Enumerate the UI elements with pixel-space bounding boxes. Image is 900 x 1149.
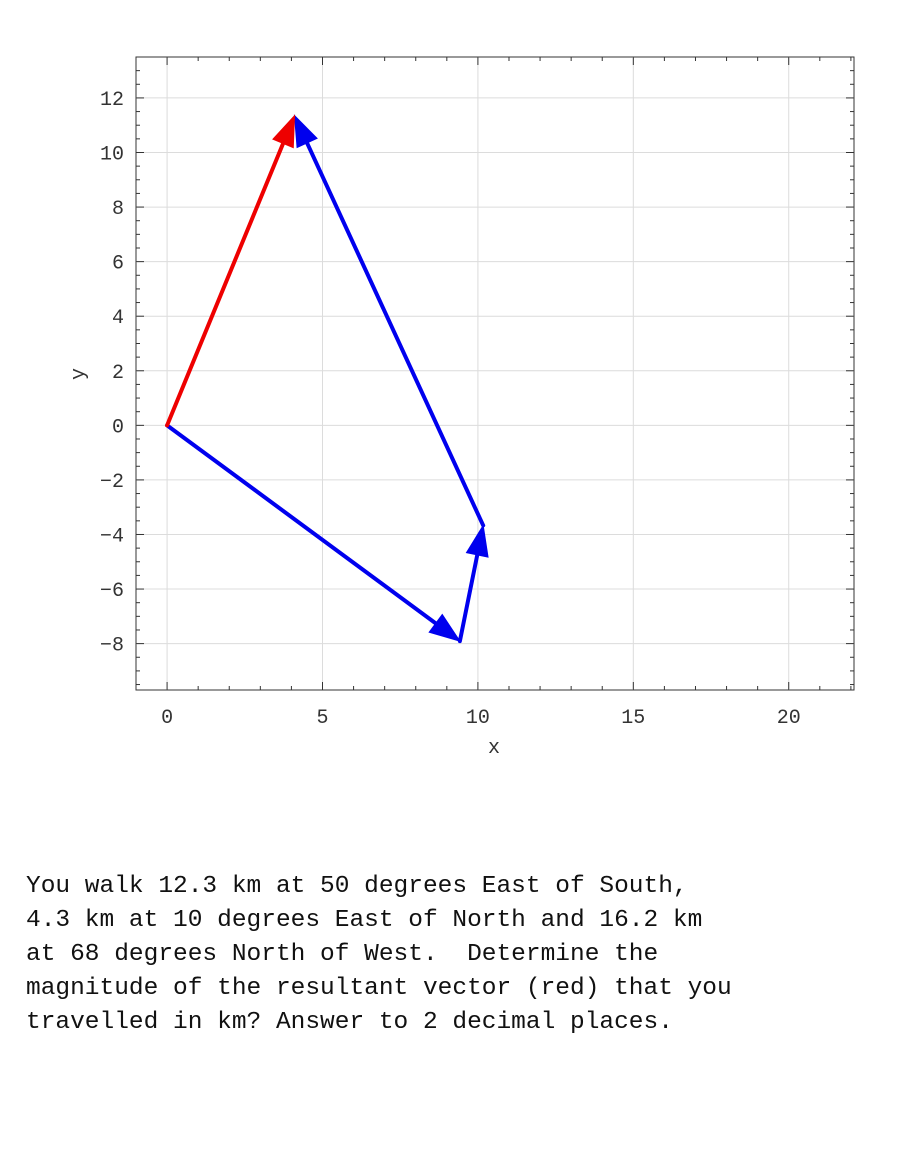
x-tick-label: 5 — [316, 707, 328, 730]
y-tick-label: 0 — [112, 416, 124, 439]
tick-labels: 0 5 10 15 20 −8 −6 −4 −2 0 2 4 6 8 10 12 — [100, 89, 801, 730]
y-tick-label: 6 — [112, 253, 124, 276]
y-tick-label: 4 — [112, 307, 124, 330]
vector-arrowhead — [465, 524, 489, 558]
resultant-vector — [165, 114, 296, 428]
x-tick-label: 20 — [777, 707, 801, 730]
x-tick-label: 10 — [466, 707, 490, 730]
vector-shaft — [457, 548, 481, 644]
vector-shaft — [303, 137, 486, 528]
vector-plot: 0 5 10 15 20 −8 −6 −4 −2 0 2 4 6 8 10 12 x y — [68, 56, 855, 760]
y-axis-label: y — [68, 368, 91, 380]
y-tick-label: 12 — [100, 89, 124, 112]
vector-arrowhead — [428, 613, 462, 643]
displacement-vector-1 — [165, 423, 462, 643]
y-tick-label: −6 — [100, 580, 124, 603]
y-tick-label: 10 — [100, 143, 124, 166]
grid-lines — [136, 57, 854, 690]
axis-ticks — [135, 56, 854, 690]
vector-shaft — [165, 423, 441, 628]
x-axis-label: x — [488, 737, 500, 760]
y-tick-label: −4 — [100, 525, 124, 548]
vector-arrowhead — [293, 114, 318, 149]
x-tick-label: 0 — [161, 707, 173, 730]
vectors — [165, 114, 489, 644]
displacement-vector-2 — [457, 524, 489, 644]
x-tick-label: 15 — [621, 707, 645, 730]
plot-frame — [135, 56, 855, 691]
vector-shaft — [165, 137, 287, 428]
y-tick-label: 2 — [112, 362, 124, 385]
y-tick-label: −8 — [100, 635, 124, 658]
vector-arrowhead — [272, 114, 296, 149]
y-tick-label: 8 — [112, 198, 124, 221]
displacement-vector-3 — [293, 114, 486, 528]
y-tick-label: −2 — [100, 471, 124, 494]
question-text: You walk 12.3 km at 50 degrees East of S… — [26, 873, 732, 1036]
